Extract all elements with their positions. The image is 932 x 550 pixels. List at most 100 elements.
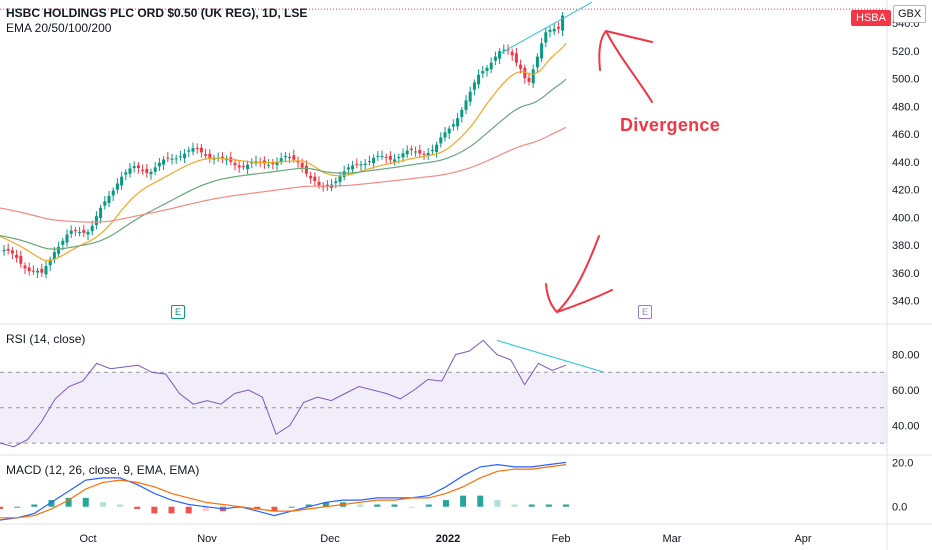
candle-body xyxy=(334,181,338,183)
candle-body xyxy=(2,249,6,252)
candle-body xyxy=(149,171,153,175)
ema-50-line xyxy=(0,78,567,250)
candle-body xyxy=(439,137,443,144)
candle-body xyxy=(506,49,510,51)
time-tick-label: Dec xyxy=(320,533,340,545)
candle-body xyxy=(128,168,132,174)
candle-body xyxy=(199,147,203,153)
macd-histogram-bar xyxy=(82,497,89,507)
macd-histogram-bar xyxy=(134,506,141,509)
candle-body xyxy=(195,148,199,150)
candle-body xyxy=(78,232,82,234)
candle-body xyxy=(472,82,476,90)
candle-body xyxy=(325,184,329,186)
macd-histogram-bar xyxy=(99,502,106,507)
rsi-line xyxy=(0,339,567,448)
candle-body xyxy=(157,162,161,167)
price-tick-label: 480.0 xyxy=(892,101,920,113)
candle-body xyxy=(435,144,439,152)
candle-body xyxy=(136,165,140,169)
price-tick-label: 380.0 xyxy=(892,240,920,252)
candle-body xyxy=(120,176,124,186)
candle-body xyxy=(380,155,384,157)
candle-body xyxy=(15,255,19,259)
candle-body xyxy=(510,51,514,56)
price-tick-label: 420.0 xyxy=(892,185,920,197)
price-tick-label: 460.0 xyxy=(892,129,920,141)
candle-body xyxy=(187,150,191,152)
candle-body xyxy=(27,267,31,272)
candle-body xyxy=(372,157,376,164)
candle-body xyxy=(275,161,279,166)
annotation-arrow xyxy=(556,289,613,313)
candle-body xyxy=(288,157,292,159)
time-tick-label: Mar xyxy=(663,533,682,545)
candle-body xyxy=(388,156,392,160)
candle-body xyxy=(141,169,145,171)
price-trendline xyxy=(499,1,593,55)
candle-body xyxy=(283,156,287,158)
candle-body xyxy=(220,156,224,158)
candle-body xyxy=(447,128,451,134)
candle-body xyxy=(271,162,275,165)
currency-badge[interactable]: GBX xyxy=(893,5,927,23)
macd-signal-line xyxy=(0,464,567,519)
macd-histogram-bar xyxy=(31,504,38,507)
candle-body xyxy=(355,163,359,165)
ema-20-line xyxy=(0,43,567,262)
candle-body xyxy=(338,176,342,182)
macd-histogram-bar xyxy=(305,504,312,507)
candle-body xyxy=(548,29,552,32)
price-tick-label: 360.0 xyxy=(892,268,920,280)
candle-body xyxy=(208,153,212,158)
candle-body xyxy=(422,153,426,155)
candle-body xyxy=(456,118,460,127)
symbol-badge[interactable]: HSBA xyxy=(851,10,891,26)
candle-body xyxy=(481,71,485,74)
candle-body xyxy=(94,216,98,226)
candle-body xyxy=(246,164,250,170)
candle-body xyxy=(527,77,531,82)
candle-body xyxy=(313,176,317,182)
macd-histogram-bar xyxy=(460,495,467,507)
candle-body xyxy=(73,229,77,231)
candle-body xyxy=(351,165,355,170)
annotation-arrow xyxy=(545,235,600,314)
macd-histogram-bar xyxy=(254,506,261,509)
candle-body xyxy=(443,132,447,138)
candle-body xyxy=(451,124,455,127)
macd-histogram-bar xyxy=(117,504,124,507)
earnings-marker-upcoming[interactable]: E xyxy=(638,305,652,319)
candle-body xyxy=(174,158,178,160)
candle-body xyxy=(69,230,73,234)
macd-histogram-bar xyxy=(374,504,381,507)
candle-body xyxy=(405,150,409,155)
candle-body xyxy=(183,153,187,159)
candle-body xyxy=(493,56,497,61)
candle-body xyxy=(178,156,182,158)
candle-body xyxy=(426,152,430,156)
candle-body xyxy=(477,74,481,85)
macd-histogram-bar xyxy=(391,504,398,507)
candle-body xyxy=(397,156,401,158)
macd-histogram-bar xyxy=(65,497,72,507)
macd-histogram-bar xyxy=(442,500,449,507)
candle-body xyxy=(237,165,241,168)
macd-histogram-bar xyxy=(288,506,295,508)
candle-body xyxy=(544,32,548,43)
candle-body xyxy=(250,162,254,164)
earnings-marker[interactable]: E xyxy=(171,305,185,319)
macd-histogram-bar xyxy=(14,506,21,508)
ema-legend: EMA 20/50/100/200 xyxy=(6,21,112,35)
candle-body xyxy=(317,181,321,186)
candle-body xyxy=(145,168,149,173)
candle-body xyxy=(279,158,283,162)
candle-body xyxy=(225,159,229,161)
candle-body xyxy=(561,15,565,31)
macd-histogram-bar xyxy=(185,506,192,514)
macd-histogram-bar xyxy=(494,500,501,507)
candle-body xyxy=(90,225,94,232)
macd-histogram-bar xyxy=(477,495,484,507)
candle-body xyxy=(6,248,10,251)
